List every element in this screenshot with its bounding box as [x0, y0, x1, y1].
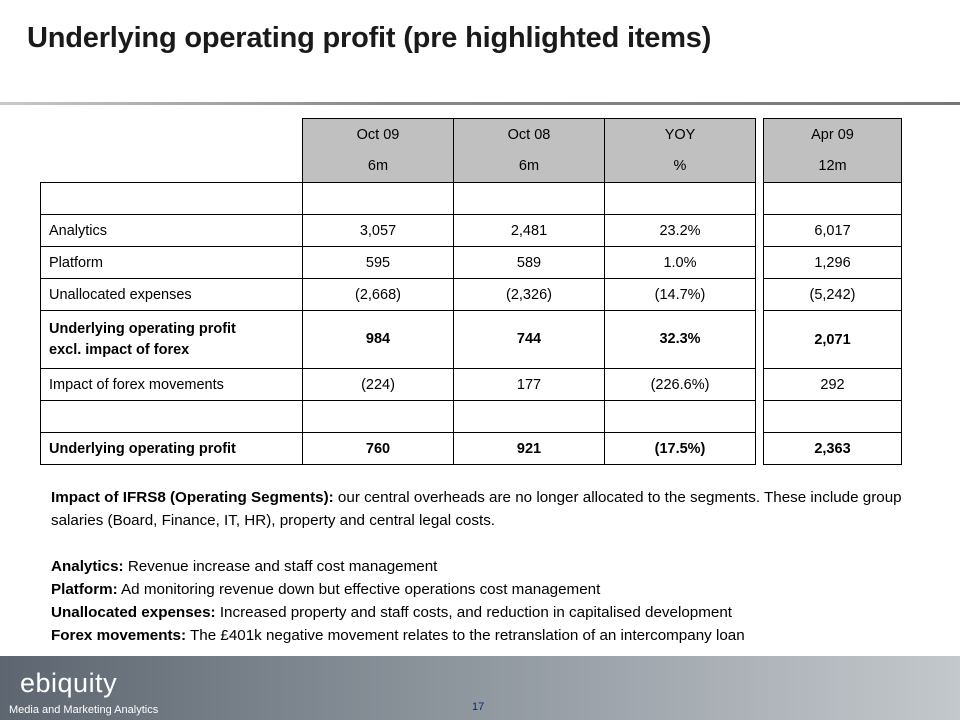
- cell: 595: [302, 246, 454, 279]
- note-analytics: Analytics: Revenue increase and staff co…: [51, 558, 438, 575]
- note-unallocated: Unallocated expenses: Increased property…: [51, 604, 732, 621]
- cell: [763, 400, 902, 433]
- cell: (17.5%): [604, 432, 756, 465]
- table-row: 6,017: [763, 214, 902, 247]
- cell: 921: [453, 432, 605, 465]
- header-apr09: Apr 09: [763, 118, 902, 151]
- cell: 2,363: [763, 432, 902, 465]
- cell: 1,296: [763, 246, 902, 279]
- subheader-oct09: 6m: [302, 150, 454, 183]
- note-ifrs8: Impact of IFRS8 (Operating Segments): ou…: [51, 489, 902, 529]
- cell: (2,326): [453, 278, 605, 311]
- row-label: [40, 182, 303, 215]
- table-row: Platform 595 589 1.0%: [40, 246, 756, 279]
- row-label: [40, 400, 303, 433]
- cell: [302, 400, 454, 433]
- table-row: (5,242): [763, 278, 902, 311]
- row-label: Analytics: [40, 214, 303, 247]
- row-label: Impact of forex movements: [40, 368, 303, 401]
- table-row: 292: [763, 368, 902, 401]
- cell: 744: [453, 310, 605, 369]
- ebiquity-logo: ebiquity: [20, 668, 118, 698]
- profit-table: Oct 09 Oct 08 YOY 6m 6m % Analytics 3,05…: [40, 118, 756, 465]
- cell: 3,057: [302, 214, 454, 247]
- cell: 760: [302, 432, 454, 465]
- cell: (14.7%): [604, 278, 756, 311]
- note-forex: Forex movements: The £401k negative move…: [51, 627, 745, 644]
- cell: [604, 182, 756, 215]
- header-oct09: Oct 09: [302, 118, 454, 151]
- cell: 177: [453, 368, 605, 401]
- subheader-yoy: %: [604, 150, 756, 183]
- cell: (224): [302, 368, 454, 401]
- cell: 589: [453, 246, 605, 279]
- cell: [604, 400, 756, 433]
- cell: 32.3%: [604, 310, 756, 369]
- note-platform: Platform: Ad monitoring revenue down but…: [51, 581, 601, 598]
- table-row: Impact of forex movements (224) 177 (226…: [40, 368, 756, 401]
- row-label: Unallocated expenses: [40, 278, 303, 311]
- table-row: [763, 182, 902, 215]
- cell: [302, 182, 454, 215]
- cell: 6,017: [763, 214, 902, 247]
- cell: 984: [302, 310, 454, 369]
- apr09-table: Apr 09 12m 6,017 1,296 (5,242) 2,071 292…: [763, 118, 902, 465]
- cell: [453, 400, 605, 433]
- title-divider: [0, 102, 960, 105]
- table-row: Unallocated expenses (2,668) (2,326) (14…: [40, 278, 756, 311]
- cell: (5,242): [763, 278, 902, 311]
- cell: (226.6%): [604, 368, 756, 401]
- subheader-oct08: 6m: [453, 150, 605, 183]
- footer-bar: [0, 656, 960, 720]
- row-label: Underlying operating profit: [40, 432, 303, 465]
- header-yoy: YOY: [604, 118, 756, 151]
- table-row: 2,363: [763, 432, 902, 465]
- page-number: 17: [472, 701, 485, 713]
- table-row: Underlying operating profit 760 921 (17.…: [40, 432, 756, 465]
- table-row: Underlying operating profit excl. impact …: [40, 310, 756, 369]
- cell: [453, 182, 605, 215]
- cell: 1.0%: [604, 246, 756, 279]
- header-oct08: Oct 08: [453, 118, 605, 151]
- cell: 2,071: [763, 310, 902, 369]
- table-subheader-row: 6m 6m %: [41, 150, 756, 183]
- row-label-line1: Underlying operating profit: [49, 320, 236, 337]
- row-label: Underlying operating profit excl. impact …: [40, 310, 303, 369]
- cell: (2,668): [302, 278, 454, 311]
- table-row: [40, 182, 756, 215]
- table-row: Analytics 3,057 2,481 23.2%: [40, 214, 756, 247]
- row-label-line2: excl. impact of forex: [49, 341, 190, 358]
- table-row: [40, 400, 756, 433]
- cell: 23.2%: [604, 214, 756, 247]
- cell: 292: [763, 368, 902, 401]
- table-row: 2,071: [763, 310, 902, 369]
- table-row: [763, 400, 902, 433]
- subheader-apr09: 12m: [763, 150, 902, 183]
- table-row: 1,296: [763, 246, 902, 279]
- page-title: Underlying operating profit (pre highlig…: [27, 22, 712, 54]
- cell: [763, 182, 902, 215]
- row-label: Platform: [40, 246, 303, 279]
- cell: 2,481: [453, 214, 605, 247]
- table-header-row: Oct 09 Oct 08 YOY: [41, 118, 756, 151]
- logo-tagline: Media and Marketing Analytics: [9, 704, 159, 716]
- commentary-notes: Impact of IFRS8 (Operating Segments): ou…: [51, 486, 941, 647]
